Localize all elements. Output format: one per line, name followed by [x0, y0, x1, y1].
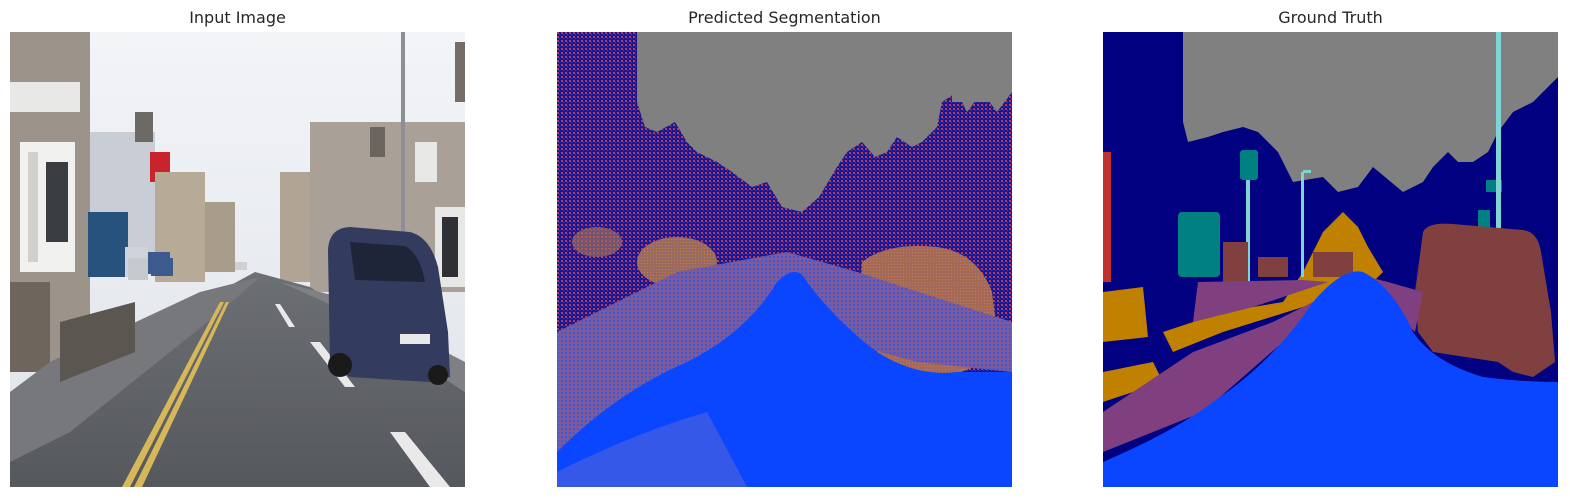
input-image-title: Input Image — [189, 8, 286, 27]
input-image-panel: Input Image — [10, 0, 465, 498]
predicted-segmentation-image — [557, 32, 1012, 487]
ground-truth-title: Ground Truth — [1278, 8, 1383, 27]
ground-truth-panel: Ground Truth — [1103, 0, 1558, 498]
predicted-segmentation-title: Predicted Segmentation — [688, 8, 881, 27]
input-image — [10, 32, 465, 487]
predicted-segmentation-panel: Predicted Segmentation — [557, 0, 1012, 498]
ground-truth-image — [1103, 32, 1558, 487]
